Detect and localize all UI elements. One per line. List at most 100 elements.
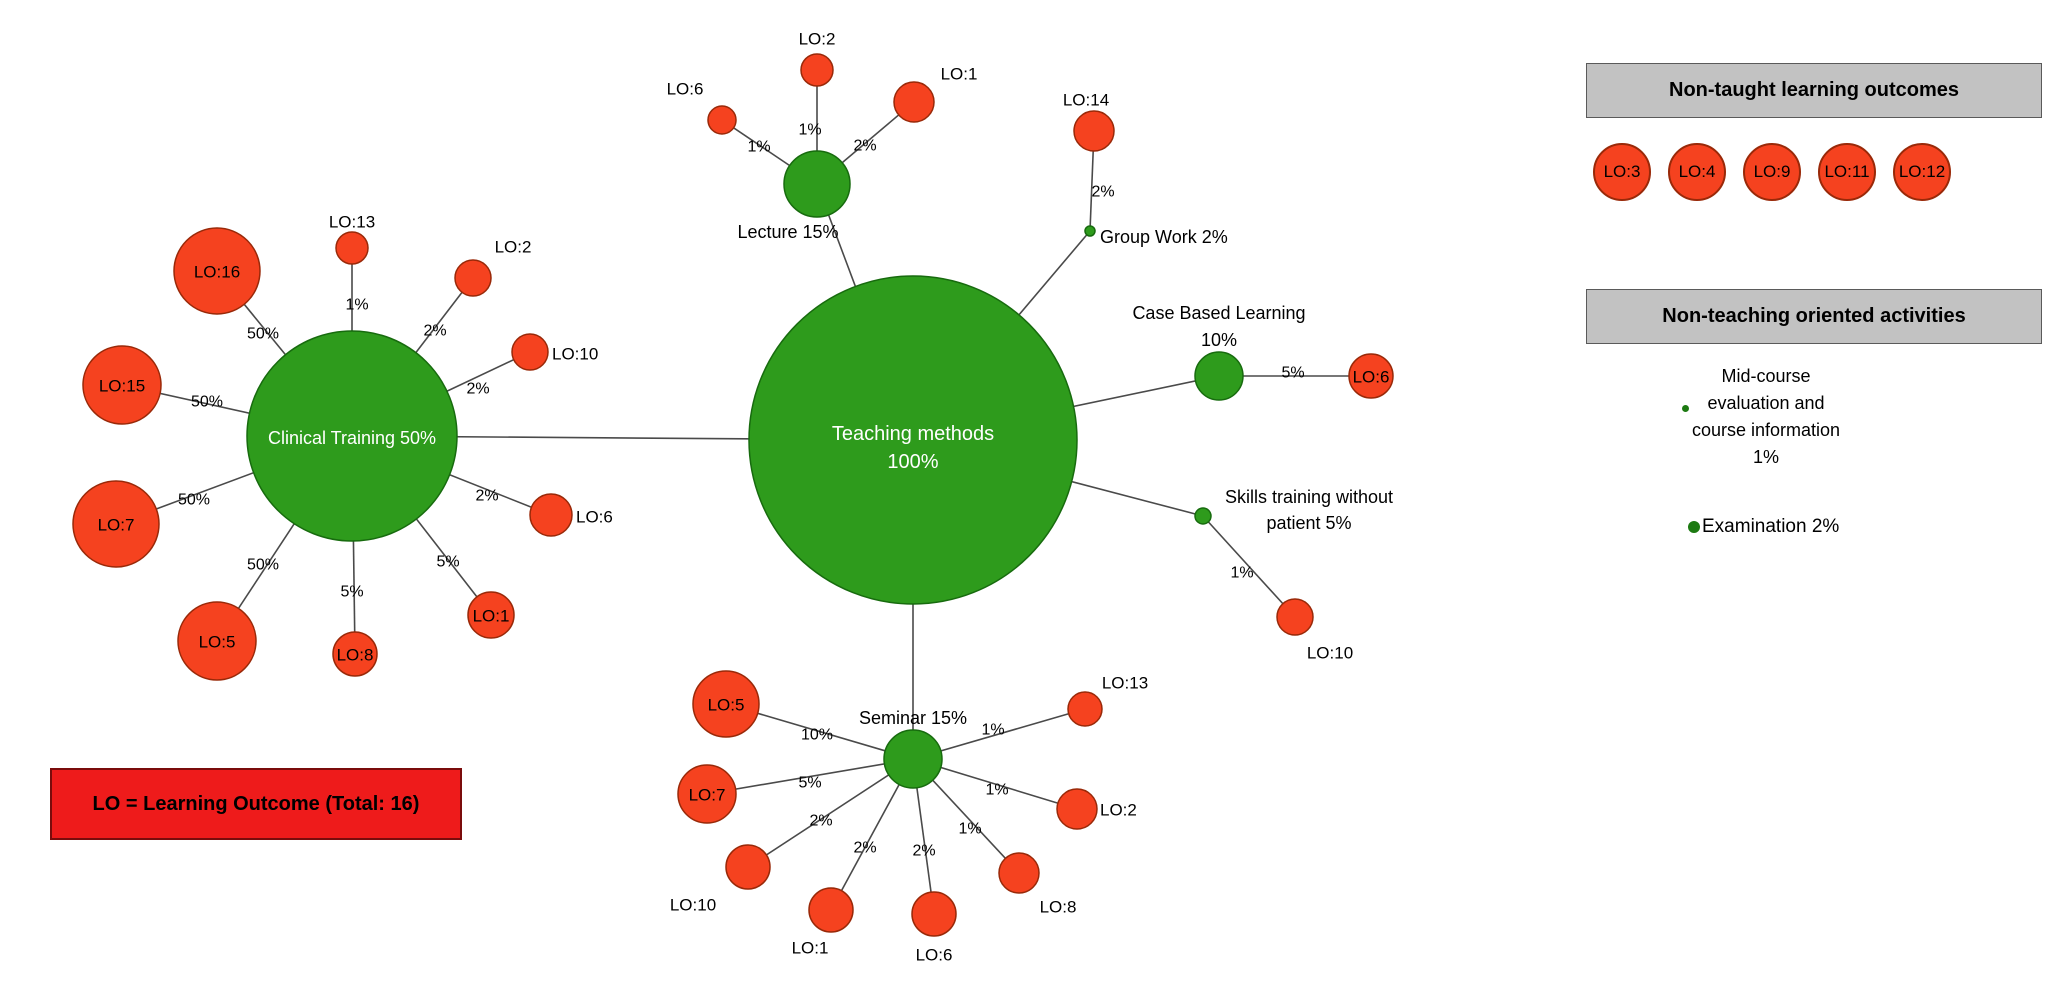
diagram-label: Seminar 15% — [859, 708, 967, 728]
node-c_lo2 — [454, 259, 492, 297]
diagram-label: 5% — [340, 584, 363, 601]
midcourse-activity-label: Mid-course evaluation and course informa… — [1616, 363, 1916, 471]
diagram-label: Lecture 15% — [737, 222, 838, 242]
non-taught-header: Non-taught learning outcomes — [1586, 63, 2042, 118]
diagram-label: 50% — [247, 557, 279, 574]
diagram-label: 2% — [475, 488, 498, 505]
diagram-label: LO:6 — [1353, 368, 1390, 387]
non-teaching-header: Non-teaching oriented activities — [1586, 289, 2042, 344]
edge-seminar-s_lo13 — [912, 708, 1086, 760]
diagram-label: LO:6 — [916, 946, 953, 965]
diagram-label: 50% — [247, 326, 279, 343]
diagram-label: LO:2 — [1100, 801, 1137, 820]
midcourse-line-1: Mid-course — [1721, 366, 1811, 386]
non-taught-lo-11: LO:11 — [1818, 143, 1876, 201]
diagram-label: 50% — [191, 394, 223, 411]
diagram-label: LO:16 — [194, 263, 240, 282]
node-c_lo13 — [335, 231, 369, 265]
edge-seminar-s_lo7 — [706, 758, 914, 795]
edge-seminar-s_lo10 — [747, 758, 914, 868]
examination-label: Examination 2% — [1702, 516, 1840, 537]
diagram-label: LO:13 — [329, 213, 375, 232]
non-taught-lo-12: LO:12 — [1893, 143, 1951, 201]
node-teaching — [748, 275, 1078, 605]
non-taught-lo-row: LO:3 LO:4 LO:9 LO:11 LO:12 — [1593, 143, 1951, 201]
node-sk_lo10 — [1276, 598, 1314, 636]
diagram-label: 1% — [981, 722, 1004, 739]
diagram-label: LO:5 — [708, 696, 745, 715]
diagram-label: 1% — [958, 821, 981, 838]
diagram-label: LO:7 — [689, 786, 726, 805]
diagram-label: LO:8 — [1040, 898, 1077, 917]
diagram-label: LO:6 — [576, 508, 613, 527]
node-lecture — [783, 150, 851, 218]
node-clinical — [246, 330, 458, 542]
midcourse-dot-icon — [1682, 405, 1689, 412]
node-skills — [1194, 507, 1212, 525]
node-c_lo6 — [529, 493, 573, 537]
node-cbl_lo6 — [1348, 353, 1394, 399]
examination-dot-icon — [1688, 521, 1700, 533]
node-s_lo7 — [677, 764, 737, 824]
diagram-label: LO:10 — [670, 896, 716, 915]
edge-skills-sk_lo10 — [1202, 515, 1296, 618]
non-taught-lo-3: LO:3 — [1593, 143, 1651, 201]
node-c_lo8 — [332, 631, 378, 677]
diagram-label: 1% — [747, 139, 770, 156]
diagram-label: LO:14 — [1063, 91, 1109, 110]
diagram-label: 2% — [466, 381, 489, 398]
node-l_lo1 — [893, 81, 935, 123]
midcourse-line-4: 1% — [1752, 447, 1779, 467]
diagram-label: 50% — [178, 492, 210, 509]
node-s_lo13 — [1067, 691, 1103, 727]
diagram-label: patient 5% — [1266, 513, 1351, 533]
node-s_lo2 — [1056, 788, 1098, 830]
diagram-label: 5% — [436, 554, 459, 571]
node-c_lo1 — [467, 591, 515, 639]
diagram-label: 5% — [1281, 365, 1304, 382]
diagram-label: LO:7 — [98, 516, 135, 535]
diagram-label: 2% — [853, 840, 876, 857]
node-s_lo5 — [692, 670, 760, 738]
node-groupwork — [1084, 225, 1096, 237]
diagram-label: LO:1 — [792, 939, 829, 958]
diagram-label: 5% — [798, 775, 821, 792]
non-taught-lo-4: LO:4 — [1668, 143, 1726, 201]
diagram-label: Case Based Learning — [1132, 303, 1305, 323]
diagram-label: LO:1 — [941, 65, 978, 84]
diagram-label: 10% — [801, 727, 833, 744]
node-c_lo7 — [72, 480, 160, 568]
node-gw_lo14 — [1073, 110, 1115, 152]
diagram-label: 1% — [985, 782, 1008, 799]
diagram-label: LO:2 — [495, 238, 532, 257]
diagram-label: LO:6 — [667, 80, 704, 99]
node-s_lo1 — [808, 887, 854, 933]
diagram-label: LO:8 — [337, 646, 374, 665]
diagram-label: 2% — [912, 843, 935, 860]
node-s_lo8 — [998, 852, 1040, 894]
diagram-label: 1% — [798, 122, 821, 139]
diagram-label: 10% — [1201, 330, 1237, 350]
midcourse-line-2: evaluation and — [1707, 393, 1825, 413]
node-s_lo6 — [911, 891, 957, 937]
diagram-label: 2% — [853, 138, 876, 155]
diagram-label: Teaching methods — [832, 423, 994, 445]
diagram-label: LO:2 — [799, 30, 836, 49]
node-c_lo10 — [511, 333, 549, 371]
lo-legend-box: LO = Learning Outcome (Total: 16) — [50, 768, 462, 840]
diagram-label: LO:5 — [199, 633, 236, 652]
diagram-label: 2% — [809, 813, 832, 830]
node-seminar — [883, 729, 943, 789]
node-cbl — [1194, 351, 1244, 401]
non-taught-lo-9: LO:9 — [1743, 143, 1801, 201]
node-l_lo2 — [800, 53, 834, 87]
diagram-label: 100% — [887, 451, 938, 473]
node-c_lo5 — [177, 601, 257, 681]
diagram-label: Group Work 2% — [1100, 227, 1228, 247]
node-s_lo10 — [725, 844, 771, 890]
node-c_lo16 — [173, 227, 261, 315]
diagram-label: 2% — [423, 323, 446, 340]
diagram-label: LO:10 — [552, 345, 598, 364]
diagram-label: LO:13 — [1102, 674, 1148, 693]
